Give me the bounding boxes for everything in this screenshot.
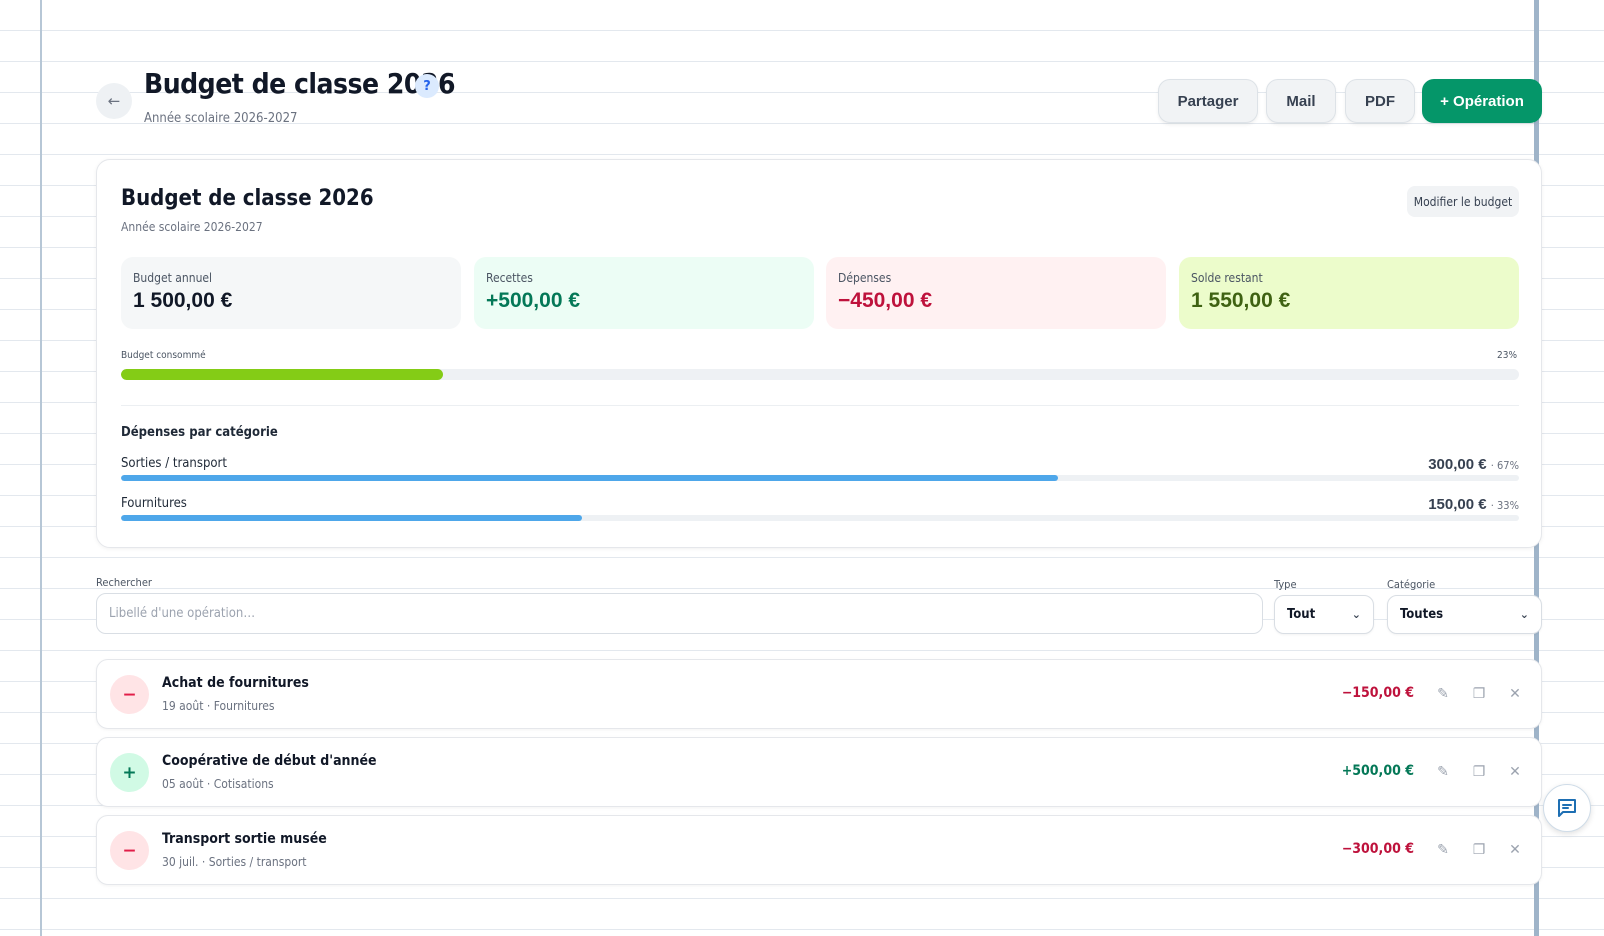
stat-value: 1 500,00 € (133, 289, 233, 312)
page-title: Budget de classe 2026 (144, 67, 456, 100)
budget-consumed-bar (121, 369, 1519, 380)
type-select[interactable]: Tout ⌄ (1274, 595, 1374, 634)
stat-value: 1 550,00 € (1191, 289, 1291, 312)
card-subtitle: Année scolaire 2026-2027 (121, 220, 263, 234)
chat-icon (1558, 799, 1576, 817)
divider (121, 405, 1519, 406)
notebook-margin-line (40, 0, 42, 936)
category-select-value: Toutes (1400, 607, 1444, 622)
category-bar-fill (121, 515, 583, 521)
operation-amount: −300,00 € (1341, 841, 1414, 857)
card-title: Budget de classe 2026 (121, 186, 374, 211)
category-value: 150,00 € (1428, 496, 1487, 513)
budget-consumed-label: Budget consommé (121, 350, 206, 361)
stat-expenses: Dépenses −450,00 € (826, 257, 1166, 329)
close-icon[interactable]: ✕ (1509, 764, 1521, 780)
category-bar (121, 475, 1519, 481)
category-bar (121, 515, 1519, 521)
category-row: Sorties / transport 300,00 € · 67% (121, 456, 1519, 490)
share-button[interactable]: Partager (1158, 79, 1258, 123)
type-select-value: Tout (1287, 607, 1316, 622)
copy-icon[interactable]: ❐ (1472, 842, 1486, 858)
mail-button[interactable]: Mail (1266, 79, 1336, 123)
close-icon[interactable]: ✕ (1509, 686, 1521, 702)
operation-title: Transport sortie musée (162, 831, 327, 847)
stat-annual-budget: Budget annuel 1 500,00 € (121, 257, 461, 329)
category-amount: 300,00 € · 67% (1428, 456, 1519, 473)
budget-consumed-percent: 23% (1497, 350, 1517, 361)
category-name: Fournitures (121, 496, 187, 511)
operation-row[interactable]: − Achat de fournitures 19 août · Fournit… (96, 659, 1542, 729)
category-amount: 150,00 € · 33% (1428, 496, 1519, 513)
operation-meta: 05 août · Cotisations (162, 777, 274, 791)
type-label: Type (1274, 578, 1297, 591)
categories-title: Dépenses par catégorie (121, 425, 278, 440)
stat-value: −450,00 € (838, 289, 933, 312)
operation-meta: 30 juil. · Sorties / transport (162, 855, 307, 869)
chat-button[interactable] (1543, 784, 1591, 832)
copy-icon[interactable]: ❐ (1472, 686, 1486, 702)
page-subtitle: Année scolaire 2026-2027 (144, 111, 298, 126)
operation-amount: +500,00 € (1341, 763, 1414, 779)
category-row: Fournitures 150,00 € · 33% (121, 496, 1519, 530)
add-operation-button[interactable]: + Opération (1422, 79, 1542, 123)
category-value: 300,00 € (1428, 456, 1487, 473)
expense-badge: − (110, 675, 149, 714)
close-icon[interactable]: ✕ (1509, 842, 1521, 858)
pencil-icon[interactable]: ✎ (1437, 842, 1449, 858)
category-percent: · 33% (1490, 499, 1519, 512)
back-button[interactable]: ← (96, 83, 132, 119)
stat-income: Recettes +500,00 € (474, 257, 814, 329)
budget-summary-card: Budget de classe 2026 Année scolaire 202… (96, 159, 1542, 548)
stat-label: Solde restant (1191, 271, 1263, 285)
budget-consumed-fill (121, 369, 443, 380)
stat-remaining-balance: Solde restant 1 550,00 € (1179, 257, 1519, 329)
operation-row[interactable]: + Coopérative de début d'année 05 août ·… (96, 737, 1542, 807)
modify-budget-button[interactable]: Modifier le budget (1407, 186, 1519, 217)
chevron-down-icon: ⌄ (1351, 608, 1361, 621)
arrow-left-icon: ← (107, 92, 121, 110)
category-label: Catégorie (1387, 578, 1436, 591)
category-bar-fill (121, 475, 1058, 481)
pdf-button[interactable]: PDF (1345, 79, 1415, 123)
operation-title: Achat de fournitures (162, 675, 309, 691)
operation-amount: −150,00 € (1341, 685, 1414, 701)
expense-badge: − (110, 831, 149, 870)
copy-icon[interactable]: ❐ (1472, 764, 1486, 780)
operation-meta: 19 août · Fournitures (162, 699, 275, 713)
category-name: Sorties / transport (121, 456, 227, 471)
category-percent: · 67% (1490, 459, 1519, 472)
income-badge: + (110, 753, 149, 792)
pencil-icon[interactable]: ✎ (1437, 686, 1449, 702)
stat-label: Recettes (486, 271, 533, 285)
chevron-down-icon: ⌄ (1519, 608, 1529, 621)
category-select[interactable]: Toutes ⌄ (1387, 595, 1542, 634)
operation-title: Coopérative de début d'année (162, 753, 377, 769)
stat-label: Budget annuel (133, 271, 213, 285)
pencil-icon[interactable]: ✎ (1437, 764, 1449, 780)
search-label: Rechercher (96, 576, 152, 589)
operation-row[interactable]: − Transport sortie musée 30 juil. · Sort… (96, 815, 1542, 885)
search-input[interactable] (96, 593, 1263, 634)
stat-label: Dépenses (838, 271, 892, 285)
help-icon[interactable]: ? (415, 74, 439, 98)
stat-value: +500,00 € (486, 289, 581, 312)
